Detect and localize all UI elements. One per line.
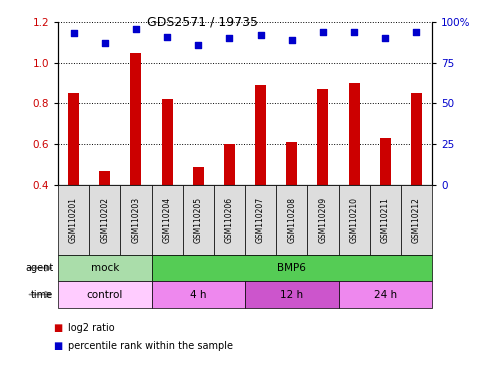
Point (412, 29, 420, 35)
Point (288, 37, 296, 43)
Point (319, 29, 327, 35)
Text: GSM110204: GSM110204 (163, 197, 171, 243)
Bar (224, 144, 235, 185)
Text: GDS2571 / 19735: GDS2571 / 19735 (147, 15, 258, 28)
Text: percentile rank within the sample: percentile rank within the sample (68, 341, 233, 351)
Text: agent: agent (25, 263, 53, 273)
Text: GSM110207: GSM110207 (256, 197, 265, 243)
Text: GSM110209: GSM110209 (318, 197, 327, 243)
Point (163, 33, 171, 40)
Point (350, 29, 358, 35)
Text: time: time (31, 290, 53, 300)
Bar (411, 93, 422, 185)
Bar (68, 93, 79, 185)
Point (257, 32, 265, 38)
Bar (255, 85, 266, 185)
Text: mock: mock (91, 263, 119, 273)
Text: GSM110208: GSM110208 (287, 197, 296, 243)
Point (70, 30, 77, 36)
Bar (193, 167, 204, 185)
Bar (349, 83, 359, 185)
Bar (317, 89, 328, 185)
Text: 4 h: 4 h (190, 290, 207, 300)
Text: GSM110212: GSM110212 (412, 197, 421, 243)
Text: control: control (86, 290, 123, 300)
Text: 12 h: 12 h (280, 290, 303, 300)
Bar (286, 142, 297, 185)
Text: GSM110202: GSM110202 (100, 197, 109, 243)
Text: GSM110201: GSM110201 (69, 197, 78, 243)
Point (101, 40, 109, 46)
Text: log2 ratio: log2 ratio (68, 323, 114, 333)
Bar (162, 99, 172, 185)
Point (132, 25, 140, 31)
Text: GSM110206: GSM110206 (225, 197, 234, 243)
Text: GSM110211: GSM110211 (381, 197, 390, 243)
Text: BMP6: BMP6 (277, 263, 306, 273)
Bar (130, 53, 142, 185)
Text: ■: ■ (53, 323, 62, 333)
Text: GSM110210: GSM110210 (350, 197, 358, 243)
Text: GSM110205: GSM110205 (194, 197, 203, 243)
Text: ■: ■ (53, 341, 62, 351)
Point (226, 35, 233, 41)
Point (382, 35, 389, 41)
Text: GSM110203: GSM110203 (131, 197, 141, 243)
Point (194, 42, 202, 48)
Bar (380, 138, 391, 185)
Bar (99, 171, 110, 185)
Text: 24 h: 24 h (374, 290, 397, 300)
